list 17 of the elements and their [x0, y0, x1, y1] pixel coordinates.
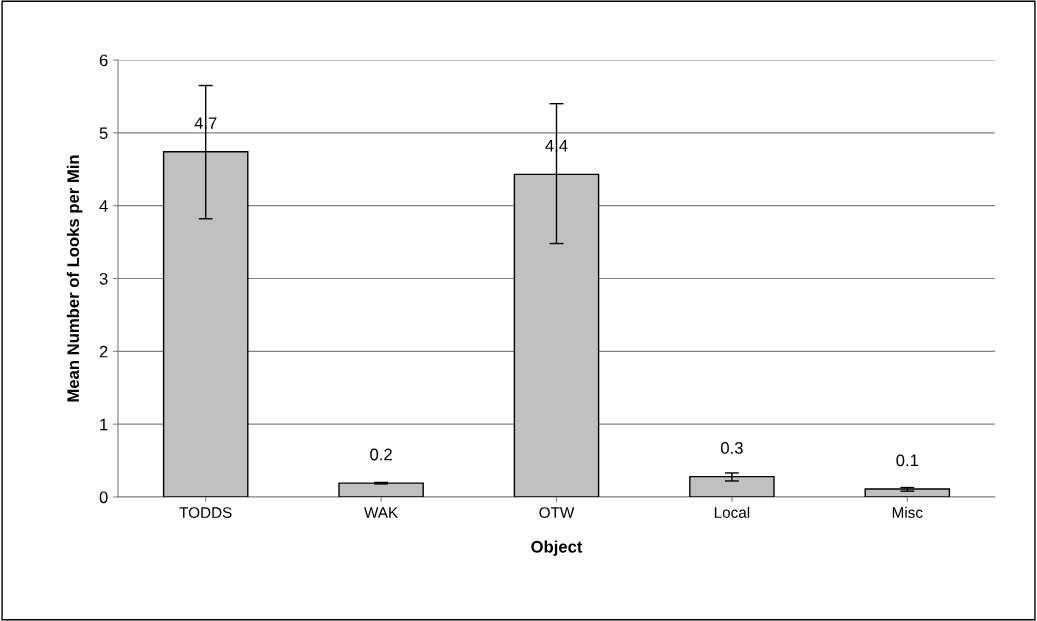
data-label: 0.3 — [720, 442, 743, 454]
x-tick-label: Misc — [892, 506, 923, 518]
y-tick-label: 6 — [99, 54, 108, 67]
y-tick-label: 0 — [99, 491, 108, 504]
x-tick-label: TODDS — [179, 507, 232, 518]
x-tick-label: WAK — [364, 507, 399, 518]
y-tick-label: 5 — [99, 127, 108, 140]
data-label: 0.1 — [896, 454, 919, 467]
y-axis-title: Mean Number of Looks per Min — [66, 155, 83, 402]
y-tick-label: 4 — [99, 200, 108, 212]
y-tick-label: 3 — [99, 272, 108, 285]
x-tick-label: Local — [714, 506, 750, 518]
y-tick-label: 1 — [100, 418, 108, 431]
x-axis-title: Object — [531, 540, 583, 556]
x-tick-label: OTW — [539, 507, 575, 518]
data-label: 0.2 — [370, 448, 392, 461]
y-tick-label: 2 — [99, 345, 108, 358]
